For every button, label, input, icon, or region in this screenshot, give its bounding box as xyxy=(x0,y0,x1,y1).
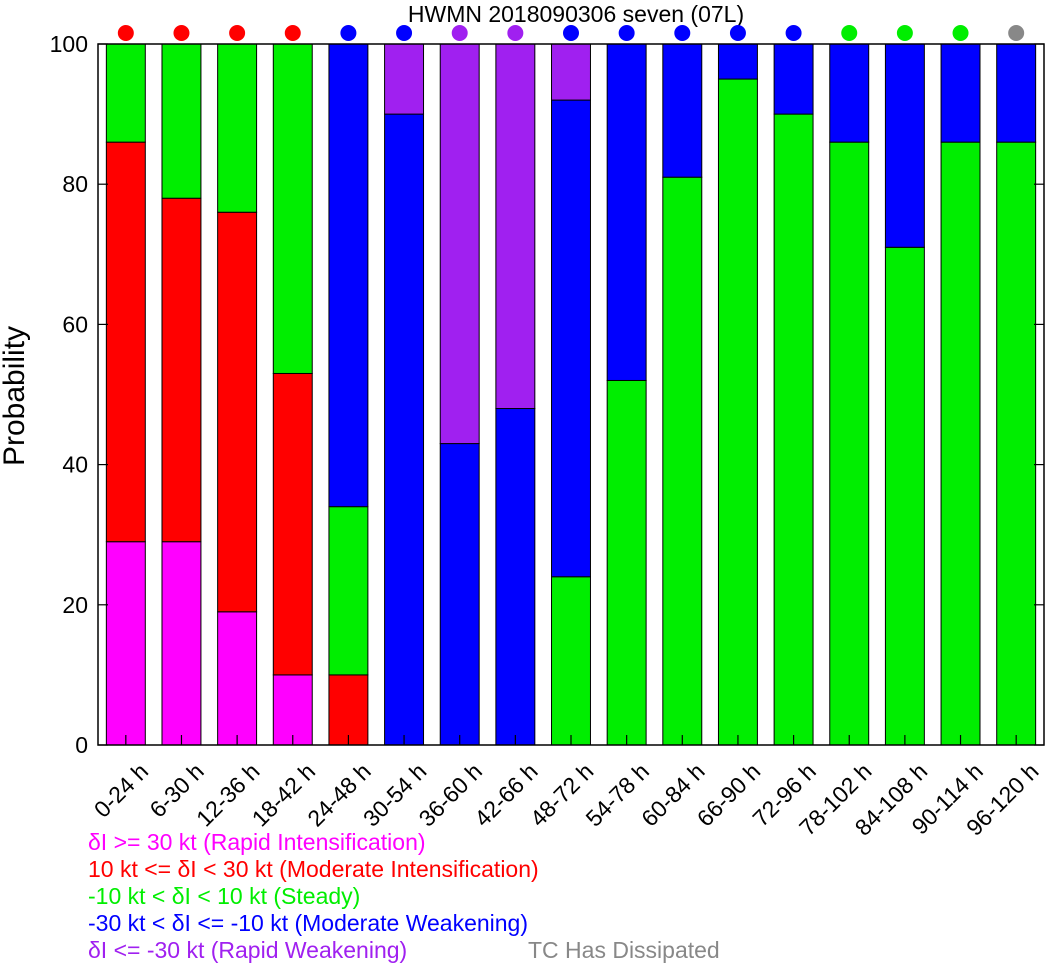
bar-segment-st-16 xyxy=(996,141,1037,746)
bar-segment-rw-6 xyxy=(439,43,480,445)
legend-item-rapid-intensification: δI >= 30 kt (Rapid Intensification) xyxy=(88,829,426,855)
bar-segment-mw-9 xyxy=(606,43,647,381)
legend-item-dissipated: TC Has Dissipated xyxy=(528,937,720,963)
bar-segment-mw-5 xyxy=(384,113,425,746)
bar-segment-mw-4 xyxy=(328,43,369,508)
legend-item-steady: -10 kt < δI < 10 kt (Steady) xyxy=(88,883,361,909)
bar-segment-st-4 xyxy=(328,506,369,676)
top-marker-8 xyxy=(563,25,579,41)
legend-item-moderate-intensification: 10 kt <= δI < 30 kt (Moderate Intensific… xyxy=(88,856,539,882)
bar-segment-st-2 xyxy=(217,43,258,213)
y-tick-label-4: 80 xyxy=(62,171,88,197)
legend-item-moderate-weakening: -30 kt < δI <= -10 kt (Moderate Weakenin… xyxy=(88,910,529,936)
bar-segment-mw-14 xyxy=(884,43,925,248)
top-marker-6 xyxy=(451,25,468,41)
bar-segment-st-8 xyxy=(551,576,591,746)
bar-segment-st-3 xyxy=(272,43,313,374)
y-tick-label-2: 40 xyxy=(62,452,88,478)
top-marker-14 xyxy=(896,25,913,41)
bar-segment-rw-7 xyxy=(495,43,536,410)
y-tick-label-1: 20 xyxy=(62,592,88,618)
legend-item-rapid-weakening: δI <= -30 kt (Rapid Weakening) xyxy=(88,937,408,963)
top-marker-0 xyxy=(117,25,134,41)
x-tick-label-0: 0-24 h xyxy=(89,758,154,823)
bar-segment-st-0 xyxy=(105,43,146,143)
bar-segment-mi-4 xyxy=(328,674,369,746)
y-tick-label-0: 0 xyxy=(75,732,88,758)
top-marker-1 xyxy=(173,25,190,41)
bar-segment-st-15 xyxy=(940,141,981,746)
top-marker-13 xyxy=(841,25,858,41)
y-tick-label-5: 100 xyxy=(50,31,88,57)
top-marker-5 xyxy=(396,25,413,41)
top-marker-16 xyxy=(1008,25,1025,41)
bar-segment-rw-8 xyxy=(551,43,591,101)
bar-segment-ri-0 xyxy=(105,541,146,746)
bar-segment-mw-12 xyxy=(773,43,814,115)
bar-segment-mw-16 xyxy=(996,43,1037,143)
bar-segment-mi-2 xyxy=(217,211,258,613)
top-marker-11 xyxy=(729,25,746,41)
bar-segment-ri-1 xyxy=(161,541,202,746)
bar-segment-st-1 xyxy=(161,43,202,199)
bar-segment-mw-10 xyxy=(662,43,703,178)
bar-segment-st-11 xyxy=(717,78,758,746)
bar-segment-st-14 xyxy=(884,246,925,746)
bar-segment-mi-3 xyxy=(272,372,313,676)
bar-segment-mw-15 xyxy=(940,43,981,143)
bar-segment-st-13 xyxy=(829,141,870,746)
bar-segment-rw-5 xyxy=(384,43,425,115)
bar-segment-mi-0 xyxy=(105,141,146,543)
bar-segment-mi-1 xyxy=(161,197,202,543)
top-marker-12 xyxy=(785,25,802,41)
bar-segment-st-9 xyxy=(606,379,647,746)
bar-segment-st-10 xyxy=(662,176,703,746)
top-marker-7 xyxy=(507,25,524,41)
bar-segment-st-12 xyxy=(773,113,814,746)
chart-title: HWMN 2018090306 seven (07L) xyxy=(408,1,744,27)
y-axis-label: Probability xyxy=(0,326,31,466)
top-marker-2 xyxy=(229,25,246,41)
top-marker-4 xyxy=(340,25,357,41)
bar-segment-mw-6 xyxy=(439,443,480,746)
top-marker-10 xyxy=(674,25,691,41)
bar-segment-mw-11 xyxy=(717,43,758,80)
bar-segment-ri-2 xyxy=(217,611,258,746)
top-marker-9 xyxy=(618,25,635,41)
y-tick-label-3: 60 xyxy=(62,311,88,337)
bar-segment-mw-7 xyxy=(495,408,536,746)
bar-segment-mw-8 xyxy=(551,99,591,578)
top-marker-15 xyxy=(952,25,969,41)
bar-segment-mw-13 xyxy=(829,43,870,143)
top-marker-3 xyxy=(284,25,301,41)
bar-segment-ri-3 xyxy=(272,674,313,746)
